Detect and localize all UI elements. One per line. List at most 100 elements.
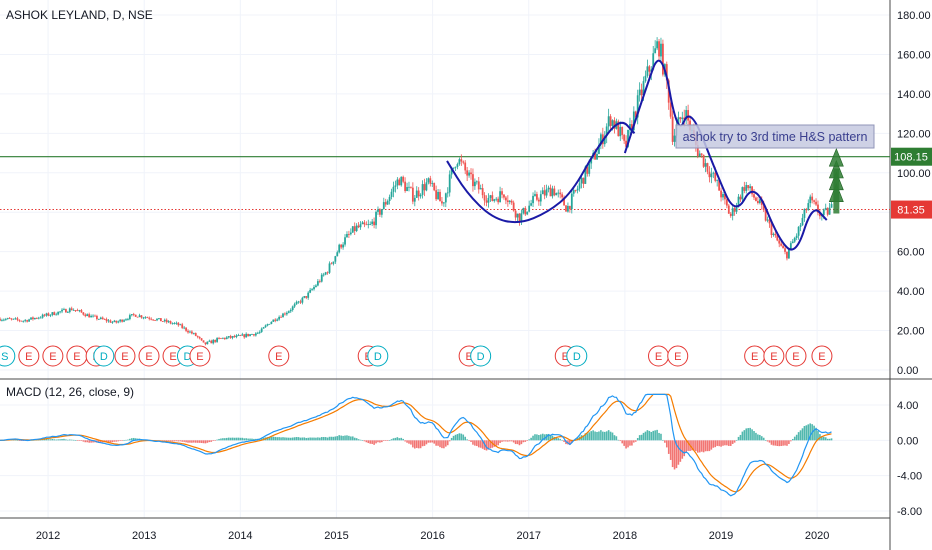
candle-body xyxy=(115,320,118,323)
events-row[interactable]: SEEEEDEEEDEEEDEDEDEEEEEE xyxy=(0,345,833,367)
candle-body xyxy=(154,320,156,321)
candle-body xyxy=(216,338,218,342)
candle-body xyxy=(241,334,244,336)
macd-histogram-bar xyxy=(429,440,432,443)
candle-body xyxy=(185,327,187,331)
candle-body xyxy=(2,319,5,321)
macd-histogram-bar xyxy=(74,440,77,441)
macd-histogram-bar xyxy=(609,431,612,441)
candle-body xyxy=(349,232,352,235)
candle-body xyxy=(380,209,383,215)
candle-body xyxy=(128,315,131,320)
macd-histogram-bar xyxy=(772,440,775,446)
macd-histogram-bar xyxy=(107,440,110,443)
time-tick-label: 2012 xyxy=(36,530,60,542)
candle-body xyxy=(793,237,796,242)
macd-histogram-bar xyxy=(408,440,410,444)
projection-arrow-stack[interactable] xyxy=(828,148,844,214)
macd-signal-line xyxy=(0,393,832,493)
candle-body xyxy=(760,199,763,205)
candle-body xyxy=(822,209,825,216)
macd-histogram-bar xyxy=(497,440,499,446)
candle-body xyxy=(780,243,783,246)
macd-histogram-bar xyxy=(169,440,172,442)
macd-histogram-bar xyxy=(379,440,381,443)
candle-body xyxy=(450,168,453,175)
svg-text:81.35: 81.35 xyxy=(897,205,925,217)
candle-body xyxy=(687,110,690,121)
candle-body xyxy=(332,261,335,264)
candle-body xyxy=(648,66,651,72)
candle-body xyxy=(140,315,143,318)
event-label: D xyxy=(573,351,581,363)
macd-histogram-bar xyxy=(505,440,507,442)
macd-histogram-bar xyxy=(315,437,317,441)
candle-body xyxy=(479,188,482,190)
candle-body xyxy=(725,199,728,206)
macd-histogram-bar xyxy=(539,434,542,441)
candle-body xyxy=(441,201,443,204)
macd-histogram-bar xyxy=(778,440,781,447)
macd-histogram-bar xyxy=(774,440,777,446)
macd-histogram-bar xyxy=(402,438,404,441)
macd-histogram-bar xyxy=(644,431,647,441)
time-axis[interactable]: 2012 2013 2014 2015 2016 2017 2018 2019 2020 xyxy=(36,530,830,542)
candle-body xyxy=(751,186,753,195)
candle-body xyxy=(156,318,158,321)
macd-histogram-bar xyxy=(99,440,102,443)
candle-body xyxy=(466,170,469,176)
macd-histogram-bar xyxy=(419,440,422,449)
candle-body xyxy=(161,321,164,322)
candle-body xyxy=(658,41,660,57)
macd-histogram-bar xyxy=(700,440,703,452)
event-label: E xyxy=(169,351,176,363)
price-tick-label: 60.00 xyxy=(897,247,925,259)
macd-histogram-bar xyxy=(611,432,614,441)
candle-body xyxy=(204,342,207,345)
candle-body xyxy=(222,337,224,339)
macd-histogram-bar xyxy=(286,437,288,441)
candle-body xyxy=(16,318,19,320)
macd-histogram-bar xyxy=(382,440,385,441)
candle-body xyxy=(413,197,416,202)
event-marker xyxy=(785,345,807,367)
macd-axis[interactable]: 4.00 0.00 -4.00 -8.00 xyxy=(897,400,922,518)
event-label: E xyxy=(818,351,825,363)
event-marker xyxy=(189,345,211,367)
candle-body xyxy=(617,121,620,137)
macd-histogram-bar xyxy=(88,440,90,443)
annotation-callout[interactable]: ashok try to 3rd time H&S pattern xyxy=(675,124,875,149)
macd-histogram-bar xyxy=(295,437,298,441)
candle-body xyxy=(813,200,816,202)
candle-body xyxy=(369,223,372,225)
macd-histogram-bar xyxy=(307,437,309,441)
candle-body xyxy=(545,189,548,196)
candle-body xyxy=(167,321,170,323)
macd-histogram-bar xyxy=(706,440,709,452)
head-shoulders-pattern[interactable] xyxy=(446,59,828,251)
candle-body xyxy=(367,224,370,225)
price-tick-label: 140.00 xyxy=(897,89,931,101)
candle-body xyxy=(559,192,562,195)
macd-histogram-bar xyxy=(417,440,420,449)
macd-histogram-bar xyxy=(367,440,370,444)
candle-body xyxy=(553,188,556,196)
macd-histogram-bar xyxy=(629,440,631,446)
candle-body xyxy=(365,224,368,226)
candle-body xyxy=(340,244,343,248)
candle-body xyxy=(570,193,573,210)
macd-histogram-bar xyxy=(799,430,802,441)
macd-histogram-bar xyxy=(760,436,763,441)
macd-histogram-bar xyxy=(745,428,748,441)
macd-histogram-bar xyxy=(512,440,515,443)
macd-histogram-bar xyxy=(289,437,292,441)
price-axis[interactable]: 0.0020.0040.0060.0080.00100.00120.00140.… xyxy=(897,10,931,377)
macd-histogram-bar xyxy=(741,431,744,441)
event-marker xyxy=(138,345,160,367)
macd-histogram-bar xyxy=(731,440,734,444)
candle-body xyxy=(706,163,709,172)
macd-histogram-bar xyxy=(683,440,686,457)
macd-histogram-bar xyxy=(361,440,364,441)
macd-histogram-bar xyxy=(462,434,465,441)
candle-body xyxy=(444,193,447,203)
